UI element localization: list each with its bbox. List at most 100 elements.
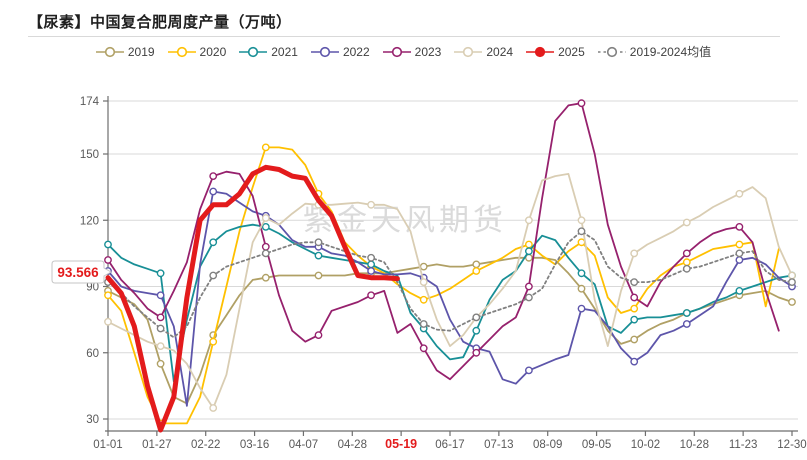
series-marker-2022 <box>367 267 375 275</box>
x-tick-label: 02-22 <box>191 439 220 451</box>
series-marker-2019-2024均值 <box>682 264 691 273</box>
series-marker-2023 <box>472 348 481 357</box>
legend-marker-icon-2024 <box>454 46 483 57</box>
series-marker-2019-2024均值 <box>209 271 218 280</box>
series-marker-2023 <box>104 256 112 264</box>
series-marker-2022 <box>682 320 691 328</box>
series-marker-2024 <box>156 342 165 350</box>
series-marker-2022 <box>630 357 639 366</box>
legend-label-2024: 2024 <box>486 44 514 59</box>
series-line-2021 <box>107 223 793 383</box>
value-callout-bubble <box>51 260 113 284</box>
series-marker-2023 <box>209 172 218 181</box>
series-marker-2020 <box>630 304 639 313</box>
series-marker-2022 <box>419 273 428 282</box>
legend-label-2019: 2019 <box>127 44 155 59</box>
legend-item-2023[interactable]: 2023 <box>382 44 442 59</box>
series-marker-2019-2024均值 <box>261 249 270 258</box>
x-tick-label: 10-02 <box>631 439 660 451</box>
series-marker-2023 <box>314 331 323 339</box>
series-marker-2023 <box>577 99 586 108</box>
legend-label-2023: 2023 <box>414 44 442 59</box>
series-marker-2024 <box>735 189 744 198</box>
legend-item-2025[interactable]: 2025 <box>526 45 585 59</box>
series-marker-2019-2024均值 <box>472 313 481 322</box>
series-marker-2019 <box>261 273 270 282</box>
legend-label-2019-2024均值: 2019-2024均值 <box>629 45 712 59</box>
series-marker-2021 <box>788 271 796 280</box>
series-marker-2024 <box>525 216 533 225</box>
y-tick-label: 30 <box>86 414 99 426</box>
series-marker-2024 <box>577 216 586 225</box>
series-marker-2022 <box>577 304 586 313</box>
series-marker-2021 <box>577 269 586 278</box>
series-marker-2019 <box>104 286 112 295</box>
x-tick-label: 08-09 <box>533 439 562 451</box>
series-line-2019-2024均值 <box>107 230 793 339</box>
legend-marker-icon-2019-2024均值 <box>597 46 626 57</box>
x-tick-label: 12-30 <box>777 439 806 451</box>
legend-item-2024[interactable]: 2024 <box>454 45 513 59</box>
x-tick-label: 10-28 <box>680 439 709 451</box>
series-marker-2021 <box>419 324 428 333</box>
series-marker-2024 <box>419 278 428 286</box>
series-marker-2020 <box>735 240 744 249</box>
series-line-2019 <box>107 256 793 405</box>
series-marker-2020 <box>472 267 481 275</box>
series-line-2023 <box>107 102 780 381</box>
legend-marker-icon-2025 <box>526 46 555 57</box>
series-marker-2022 <box>525 366 533 375</box>
x-tick-label: 07-13 <box>484 439 513 451</box>
value-callout-text: 93.566 <box>57 265 99 280</box>
legend-item-2019[interactable]: 2019 <box>95 44 155 59</box>
series-marker-2022 <box>156 291 165 300</box>
series-marker-2024 <box>209 404 218 412</box>
series-marker-2019-2024均值 <box>788 278 796 286</box>
series-marker-2019-2024均值 <box>419 320 428 328</box>
legend-item-2020[interactable]: 2020 <box>167 44 227 59</box>
series-marker-2020 <box>367 262 375 271</box>
series-marker-2019-2024均值 <box>104 278 112 286</box>
series-marker-2023 <box>419 344 428 353</box>
series-marker-2019 <box>682 309 691 317</box>
series-marker-2020 <box>261 143 270 152</box>
watermark: 紫金天风期货 <box>303 204 507 237</box>
series-marker-2020 <box>209 337 218 346</box>
series-marker-2021 <box>209 238 218 247</box>
x-tick-label-latest: 05-19 <box>385 437 417 451</box>
series-marker-2021 <box>156 269 165 278</box>
series-marker-2019-2024均值 <box>735 249 744 258</box>
series-marker-2019-2024均值 <box>525 293 533 302</box>
legend-marker-icon-2020 <box>167 46 196 57</box>
series-marker-2020 <box>525 240 533 249</box>
series-marker-2024 <box>682 218 691 227</box>
legend-label-2020: 2020 <box>199 44 227 59</box>
legend-item-2019-2024均值[interactable]: 2019-2024均值 <box>597 43 712 60</box>
series-marker-2023 <box>525 282 533 291</box>
x-tick-label: 04-28 <box>338 439 367 451</box>
series-marker-2019-2024均值 <box>156 324 165 333</box>
legend-marker-icon-2023 <box>382 46 411 57</box>
x-tick-label: 01-01 <box>93 439 122 451</box>
series-marker-2019 <box>419 262 428 271</box>
y-tick-label: 90 <box>86 282 99 294</box>
series-marker-2024 <box>104 317 112 326</box>
legend-marker-icon-2022 <box>310 46 339 57</box>
x-tick-label: 03-16 <box>240 439 269 451</box>
series-marker-2019 <box>788 298 796 306</box>
series-marker-2019-2024均值 <box>577 227 586 236</box>
legend-item-2022[interactable]: 2022 <box>310 45 370 59</box>
series-marker-2023 <box>735 222 744 231</box>
series-marker-2022 <box>788 282 796 291</box>
y-tick-label: 174 <box>80 96 100 108</box>
series-marker-2019 <box>735 291 744 300</box>
legend-item-2021[interactable]: 2021 <box>239 45 298 59</box>
series-marker-2019 <box>209 331 218 339</box>
series-marker-2021 <box>735 286 744 295</box>
legend-label-2021: 2021 <box>271 44 298 59</box>
series-marker-2019 <box>314 271 323 280</box>
title-divider <box>28 36 780 37</box>
value-callout: 93.566 <box>51 260 113 284</box>
series-marker-2020 <box>682 258 691 267</box>
